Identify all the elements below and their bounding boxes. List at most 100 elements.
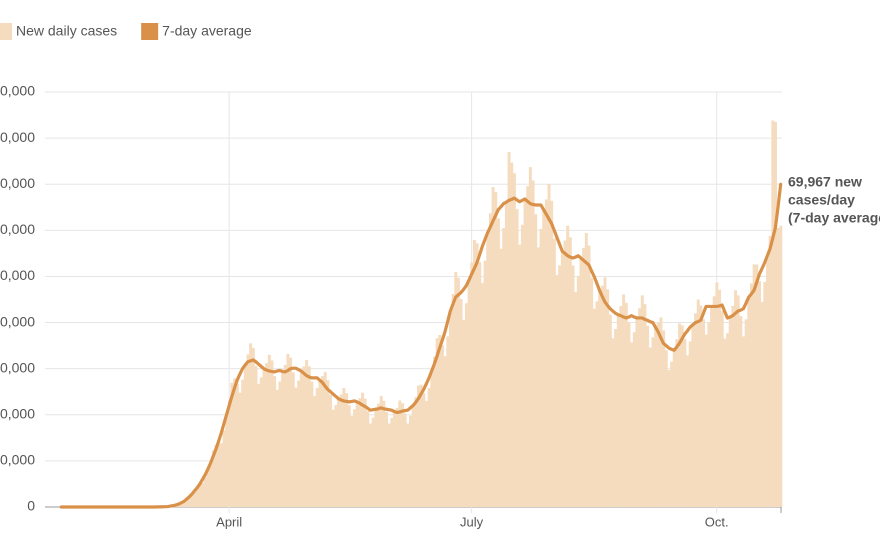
bar	[246, 354, 250, 507]
bar	[438, 335, 442, 507]
bar	[270, 360, 274, 507]
bar	[552, 238, 556, 507]
bar	[560, 251, 564, 507]
bar	[283, 364, 287, 507]
bar	[768, 235, 772, 507]
average-line	[59, 182, 783, 509]
bar	[385, 412, 388, 507]
bar	[337, 398, 341, 507]
bar	[614, 329, 618, 507]
bar	[254, 365, 258, 507]
bar	[302, 366, 306, 507]
bar	[496, 218, 500, 507]
bar	[190, 493, 194, 507]
bar	[310, 381, 314, 507]
bar	[459, 299, 463, 507]
bar	[446, 336, 450, 507]
bar	[680, 325, 684, 507]
bar	[760, 301, 764, 507]
bar	[766, 255, 769, 507]
bar	[235, 383, 239, 507]
bar	[355, 401, 359, 507]
bar	[590, 277, 594, 507]
bar	[278, 381, 282, 507]
bar	[694, 313, 698, 507]
bar	[185, 499, 189, 507]
bar-series	[155, 120, 783, 508]
bar	[542, 209, 546, 508]
bar	[744, 319, 748, 507]
bar	[683, 339, 687, 507]
bar	[550, 200, 554, 508]
bar	[576, 275, 580, 507]
bar	[536, 247, 540, 507]
bar	[704, 334, 708, 507]
y-tick-label: 40,000	[0, 313, 35, 329]
bar	[374, 409, 378, 507]
bar	[480, 282, 484, 507]
bar	[611, 338, 615, 507]
bar	[598, 290, 602, 507]
bar	[390, 418, 394, 507]
bar	[779, 225, 783, 507]
bar	[566, 225, 570, 507]
bar	[771, 120, 775, 507]
bar	[291, 372, 295, 507]
bar	[353, 409, 357, 507]
bar	[579, 258, 583, 507]
bar	[182, 502, 186, 507]
bar	[699, 305, 703, 507]
bar	[222, 430, 226, 507]
bar	[736, 295, 740, 507]
bar	[720, 311, 724, 507]
bar	[656, 323, 660, 507]
bar	[262, 368, 266, 507]
bar	[454, 271, 458, 507]
bar	[432, 356, 436, 507]
bar	[443, 356, 447, 507]
bar	[544, 199, 548, 507]
bar	[600, 285, 604, 507]
bar	[616, 314, 620, 507]
bar	[712, 296, 716, 507]
bar	[214, 444, 218, 507]
bar	[486, 232, 490, 507]
bar	[688, 341, 692, 507]
bar	[265, 363, 269, 507]
bar	[347, 405, 351, 507]
bar	[409, 415, 412, 507]
bar	[534, 214, 538, 507]
bar	[187, 496, 191, 507]
y-tick-label: 70,000	[0, 175, 35, 191]
bar	[763, 281, 767, 507]
bar	[395, 407, 399, 507]
bar	[233, 378, 237, 507]
bar	[382, 400, 386, 507]
bar	[259, 377, 263, 507]
bar	[499, 248, 503, 507]
bar	[358, 398, 362, 507]
bar	[747, 297, 751, 507]
bar	[592, 308, 596, 507]
bar	[526, 186, 530, 508]
bar	[267, 354, 271, 507]
bar	[406, 423, 410, 507]
bar	[201, 483, 205, 507]
bar	[739, 316, 743, 507]
bar	[275, 389, 279, 507]
bar	[475, 243, 479, 507]
legend-label: 7-day average	[162, 23, 252, 39]
bar	[257, 383, 261, 507]
bar	[440, 345, 444, 507]
bar	[209, 460, 213, 507]
bar	[286, 353, 290, 507]
bar	[369, 423, 373, 507]
bar	[435, 338, 439, 507]
bar	[603, 277, 607, 507]
bar	[193, 489, 197, 507]
bar	[483, 260, 487, 507]
bar	[467, 280, 471, 507]
bar	[371, 417, 375, 507]
x-tick-label: July	[460, 514, 484, 529]
